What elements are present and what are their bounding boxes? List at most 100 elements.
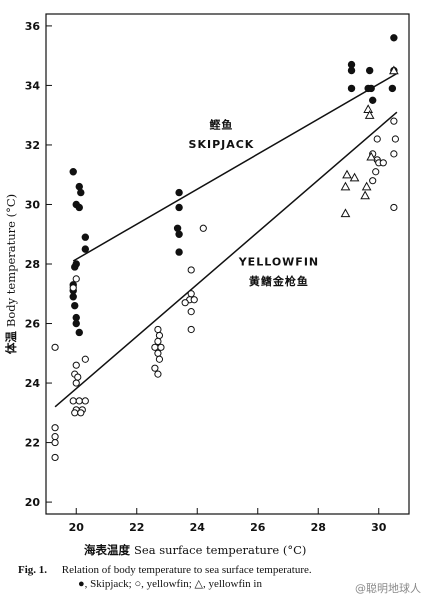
yellowfin-triangle-point <box>360 190 370 200</box>
yellowfin-triangle-point <box>349 172 360 182</box>
yellowfin-point <box>81 397 89 405</box>
yellowfin-point <box>51 343 59 351</box>
x-tick-label: 24 <box>190 521 206 534</box>
x-axis: 20 22 24 26 28 30 <box>69 508 387 534</box>
yellowfin-triangle-point <box>366 151 377 161</box>
figure-caption: Fig. 1. Relation of body temperature to … <box>18 563 423 591</box>
yellowfin-triangle-point <box>361 181 372 191</box>
y-tick-label: 20 <box>25 496 41 509</box>
y-tick-label: 30 <box>25 198 41 211</box>
yellowfin-triangle-point <box>340 181 351 191</box>
yellowfin-triangle-point <box>364 110 375 119</box>
yellowfin-point <box>154 349 162 357</box>
x-tick-label: 20 <box>69 521 85 534</box>
y-tick-label: 22 <box>25 437 40 450</box>
x-axis-title-en: Sea surface temperature (°C) <box>134 543 306 557</box>
yellowfin-triangle-point <box>342 169 352 179</box>
skipjack-point <box>175 203 183 212</box>
y-tick-label: 26 <box>25 318 41 331</box>
yellowfin-point <box>187 266 195 274</box>
yellowfin-point <box>51 438 59 447</box>
skipjack-point <box>71 301 79 310</box>
yellowfin-point <box>373 135 381 143</box>
y-axis-title-en: Body temperature (°C) <box>4 194 18 327</box>
skipjack-point <box>175 230 183 238</box>
skipjack-point <box>75 203 83 212</box>
yellowfin-point <box>199 224 207 232</box>
x-tick-label: 30 <box>371 521 387 534</box>
x-tick-label: 26 <box>250 521 266 534</box>
yellowfin-point <box>69 397 77 405</box>
y-tick-label: 28 <box>25 258 40 271</box>
yellowfin-triangle-point <box>363 104 374 113</box>
skipjack-point <box>81 245 90 253</box>
yellowfin-point <box>190 296 198 304</box>
yellowfin-triangle-point <box>340 208 351 218</box>
yellowfin-point <box>181 299 189 307</box>
yellowfin-point <box>390 203 398 212</box>
yellowfin-point <box>69 284 77 292</box>
yellowfin-point <box>74 373 82 381</box>
yellowfin-point <box>155 355 164 363</box>
y-axis-title: 体温 Body temperature (°C) <box>4 194 18 354</box>
y-tick-label: 34 <box>25 79 41 92</box>
skipjack-point <box>173 224 182 232</box>
yellowfin-point <box>154 370 162 378</box>
y-tick-label: 36 <box>25 20 41 33</box>
series-annotation: 鲣鱼 <box>208 118 233 132</box>
x-axis-title-cn: 海表温度 <box>84 543 134 557</box>
y-axis: 20 22 24 26 28 30 32 34 36 <box>25 20 52 509</box>
skipjack-point <box>72 319 80 328</box>
caption-fig-label: Fig. 1. <box>18 564 48 576</box>
y-tick-label: 24 <box>25 377 41 390</box>
yellowfin-point <box>372 168 380 176</box>
yellowfin-point <box>72 379 80 387</box>
skipjack-point <box>75 328 83 337</box>
yellowfin-point <box>187 290 195 298</box>
x-tick-label: 28 <box>311 521 326 534</box>
fit-line-skipjack <box>72 72 398 262</box>
yellowfin-point <box>71 409 79 417</box>
yellowfin-triangle-point <box>389 65 399 75</box>
watermark-text: @聪明地球人 <box>355 582 421 595</box>
fit-lines <box>54 72 398 408</box>
skipjack-point <box>71 263 79 271</box>
yellowfin-point <box>154 325 162 334</box>
yellowfin-point <box>390 150 398 158</box>
yellowfin-point <box>77 409 85 417</box>
yellowfin-point <box>72 361 80 369</box>
yellowfin-point <box>151 343 159 351</box>
skipjack-point <box>347 66 356 75</box>
yellowfin-point <box>151 364 159 372</box>
yellowfin-point <box>51 453 59 462</box>
series-annotation: SKIPJACK <box>189 138 255 151</box>
yellowfin-point <box>51 424 59 432</box>
skipjack-point <box>69 168 77 176</box>
series-annotation: YELLOWFIN <box>238 255 319 268</box>
fit-line-yellowfin <box>54 111 398 408</box>
x-axis-title: 海表温度 Sea surface temperature (°C) <box>84 543 306 557</box>
caption-line-2: ●, Skipjack; ○, yellowfin; △, yellowfin … <box>78 578 262 590</box>
series-annotation: 黄鳍金枪鱼 <box>249 274 309 288</box>
yellowfin-point <box>72 275 80 283</box>
yellowfin-point <box>391 135 399 143</box>
x-tick-label: 22 <box>129 521 144 534</box>
yellowfin-point <box>81 355 89 363</box>
skipjack-point <box>175 248 183 256</box>
yellowfin-point <box>379 159 387 167</box>
skipjack-point <box>390 34 398 42</box>
skipjack-point <box>175 188 183 197</box>
data-points <box>51 34 399 462</box>
axis-titles: 海表温度 Sea surface temperature (°C) 体温 Body… <box>4 194 306 557</box>
annotations: 鲣鱼 SKIPJACK YELLOWFIN 黄鳍金枪鱼 <box>189 118 319 288</box>
yellowfin-point <box>157 343 165 351</box>
skipjack-point <box>77 188 85 197</box>
skipjack-point <box>367 84 375 93</box>
skipjack-point <box>69 293 77 301</box>
yellowfin-point <box>75 397 83 405</box>
yellowfin-point <box>155 331 164 340</box>
skipjack-point <box>81 233 90 241</box>
caption-line-1: Relation of body temperature to sea surf… <box>61 564 312 576</box>
y-tick-label: 32 <box>25 139 40 152</box>
